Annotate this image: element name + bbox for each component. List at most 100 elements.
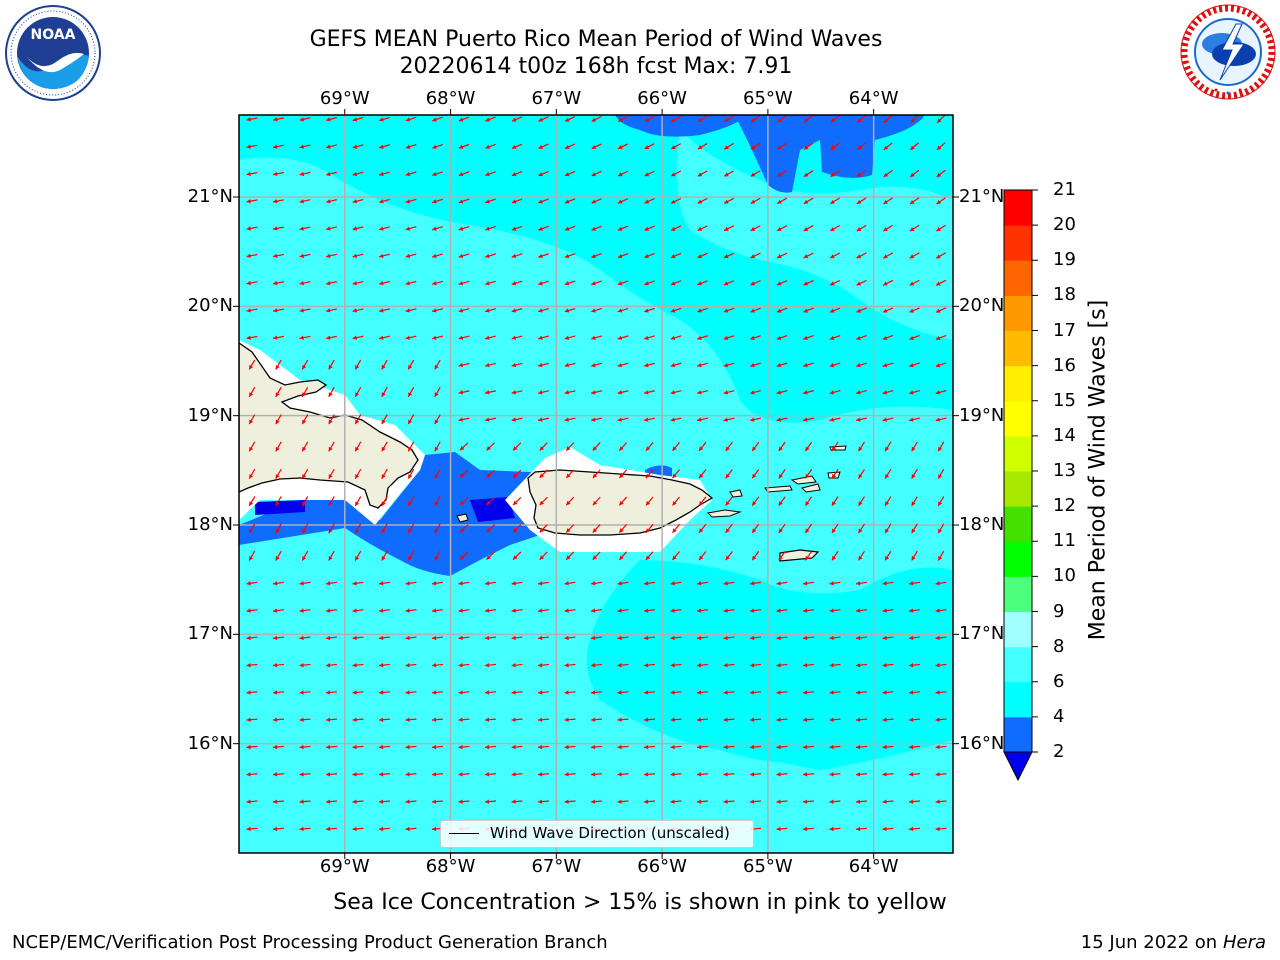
wind-wave-arrow (352, 198, 364, 204)
arrow-head (882, 826, 887, 832)
wind-wave-arrow (618, 442, 628, 452)
wind-wave-arrow (884, 550, 892, 561)
wind-wave-arrow (432, 116, 443, 122)
colorbar-tick-label: 11 (1053, 530, 1076, 552)
wind-wave-arrow (328, 496, 335, 507)
wind-wave-arrow (696, 744, 709, 750)
wind-wave-arrow (618, 469, 628, 479)
arrow-head (750, 335, 755, 340)
arrow-head (936, 254, 941, 259)
arrow-head (273, 335, 278, 340)
arrow-head (486, 446, 491, 451)
wind-wave-arrow (591, 280, 602, 286)
wind-wave-arrow (857, 550, 866, 561)
arrow-head (405, 171, 411, 177)
svg-text:NOAA: NOAA (31, 27, 76, 43)
arrow-head (935, 799, 940, 804)
arrow-head (856, 635, 861, 641)
arrow-head (909, 772, 914, 777)
arrow-head (883, 145, 889, 150)
wind-wave-arrow (935, 417, 947, 422)
arrow-head (511, 799, 516, 804)
arrow-head (485, 690, 490, 695)
wind-wave-arrow (301, 468, 309, 479)
arrow-head (776, 635, 781, 641)
arrow-head (911, 555, 916, 561)
arrow-head (644, 608, 649, 613)
wind-wave-arrow (511, 635, 523, 641)
colorbar-tick-label: 13 (1053, 460, 1076, 481)
arrow-head (750, 390, 755, 395)
arrow-head (379, 171, 384, 177)
wind-wave-arrow (379, 253, 390, 258)
wind-wave-arrow (937, 441, 945, 452)
wind-wave-arrow (432, 335, 443, 340)
wind-wave-arrow (246, 635, 258, 641)
wind-wave-arrow (565, 496, 575, 506)
wind-wave-arrow (405, 744, 417, 750)
wind-wave-arrow (300, 854, 311, 858)
arrow-head (302, 555, 307, 561)
arrow-head (591, 581, 596, 586)
wind-wave-arrow (617, 581, 629, 586)
arrow-head (938, 528, 943, 534)
arrow-head (405, 144, 411, 149)
arrow-head (485, 281, 490, 286)
arrow-head (750, 226, 756, 231)
wind-wave-arrow (407, 523, 415, 534)
arrow-head (485, 772, 490, 777)
arrow-head (511, 117, 517, 122)
arrow-head (511, 772, 516, 777)
wind-wave-arrow (485, 854, 496, 858)
wind-wave-arrow (512, 524, 522, 533)
arrow-head (249, 474, 254, 479)
arrow-head (644, 281, 649, 286)
arrow-head (619, 446, 624, 451)
arrow-head (910, 172, 915, 177)
wind-wave-arrow (882, 826, 894, 832)
arrow-head (829, 308, 835, 313)
arrow-head (750, 799, 755, 804)
wind-wave-arrow (299, 744, 311, 750)
arrow-head (909, 744, 914, 750)
wind-wave-arrow (882, 389, 894, 395)
wind-wave-arrow (564, 717, 576, 722)
arrow-head (273, 826, 278, 832)
wind-wave-arrow (617, 635, 629, 641)
colorbar-segment (1004, 330, 1032, 367)
arrow-head (750, 254, 756, 259)
wind-wave-arrow (405, 171, 417, 177)
arrow-head (511, 144, 517, 149)
wind-wave-arrow (458, 225, 470, 231)
wind-wave-arrow (352, 581, 364, 586)
wind-wave-arrow (246, 717, 258, 722)
arrow-head (408, 446, 413, 452)
arrow-head (328, 392, 333, 397)
wind-wave-arrow (511, 772, 523, 777)
arrow-head (405, 308, 411, 313)
arrow-head (803, 390, 808, 395)
arrow-head (405, 199, 411, 204)
wind-wave-arrow (696, 717, 709, 722)
arrow-head (856, 335, 861, 340)
wind-wave-arrow (617, 143, 629, 150)
wind-wave-arrow (751, 469, 760, 479)
wind-wave-arrow (643, 635, 656, 641)
wind-wave-arrow (246, 826, 258, 832)
wind-wave-arrow (911, 496, 918, 507)
wind-wave-arrow (617, 772, 629, 777)
arrow-head (909, 635, 914, 641)
arrow-head (564, 717, 569, 722)
arrow-head (777, 199, 782, 204)
arrow-head (750, 363, 755, 368)
wind-wave-arrow (723, 417, 735, 422)
wind-wave-arrow (802, 799, 815, 804)
arrow-head (246, 826, 251, 832)
wind-wave-arrow (538, 253, 549, 259)
arrow-head (275, 392, 280, 397)
arrow-head (458, 690, 463, 695)
wind-wave-arrow (537, 744, 550, 750)
arrow-head (275, 555, 280, 561)
wind-wave-arrow (381, 523, 388, 534)
wind-wave-arrow (354, 496, 362, 507)
